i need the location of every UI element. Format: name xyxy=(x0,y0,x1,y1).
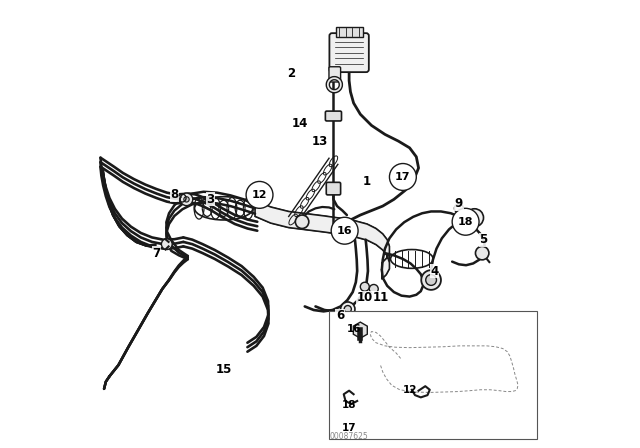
Text: 18: 18 xyxy=(342,401,356,410)
Text: 13: 13 xyxy=(312,134,328,148)
Text: 10: 10 xyxy=(356,291,373,305)
Circle shape xyxy=(332,217,358,244)
Text: 16: 16 xyxy=(337,226,353,236)
Circle shape xyxy=(369,284,378,293)
Text: 8: 8 xyxy=(170,188,179,202)
Text: 9: 9 xyxy=(455,197,463,211)
Bar xyxy=(329,311,538,439)
FancyBboxPatch shape xyxy=(330,33,369,72)
Text: 1: 1 xyxy=(363,175,371,188)
Circle shape xyxy=(426,275,436,285)
Circle shape xyxy=(180,193,193,206)
Text: 17: 17 xyxy=(395,172,411,182)
FancyBboxPatch shape xyxy=(329,67,340,82)
Circle shape xyxy=(421,270,441,290)
Text: 5: 5 xyxy=(479,233,488,246)
Text: 16: 16 xyxy=(346,324,361,334)
Text: 4: 4 xyxy=(430,264,438,278)
Text: 2: 2 xyxy=(287,67,295,81)
Circle shape xyxy=(161,239,172,250)
Circle shape xyxy=(184,197,189,202)
Circle shape xyxy=(389,164,417,190)
Text: 7: 7 xyxy=(152,246,161,260)
FancyBboxPatch shape xyxy=(335,27,362,37)
FancyBboxPatch shape xyxy=(326,182,340,195)
Text: 3: 3 xyxy=(206,193,214,206)
Text: 15: 15 xyxy=(216,363,232,376)
Circle shape xyxy=(466,209,484,227)
Text: 12: 12 xyxy=(252,190,268,200)
Circle shape xyxy=(340,302,355,316)
Circle shape xyxy=(246,181,273,208)
Circle shape xyxy=(360,282,369,291)
Text: 17: 17 xyxy=(342,423,356,433)
Circle shape xyxy=(296,215,309,228)
Text: 6: 6 xyxy=(336,309,344,323)
Polygon shape xyxy=(255,200,389,279)
Circle shape xyxy=(476,246,489,260)
Circle shape xyxy=(454,204,463,213)
Text: 12: 12 xyxy=(403,385,417,395)
Text: 00087625: 00087625 xyxy=(330,432,369,441)
Circle shape xyxy=(344,306,351,313)
Text: 18: 18 xyxy=(458,217,474,227)
Text: 11: 11 xyxy=(372,291,388,305)
FancyBboxPatch shape xyxy=(325,111,342,121)
Circle shape xyxy=(452,208,479,235)
Text: 14: 14 xyxy=(292,116,308,130)
